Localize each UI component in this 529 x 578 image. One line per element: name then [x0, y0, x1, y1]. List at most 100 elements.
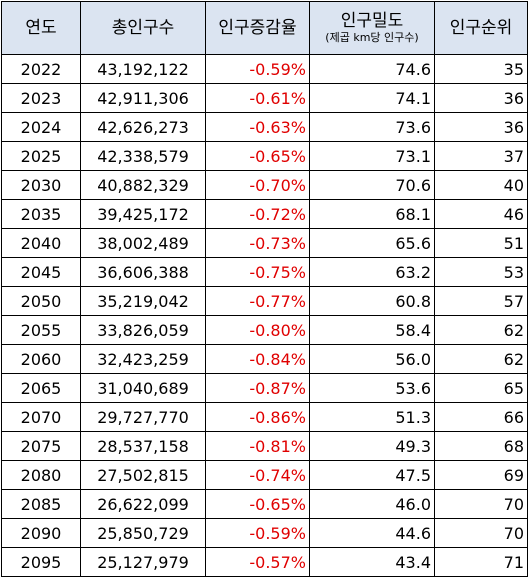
table-row: 2080 27,502,815 -0.74% 47.5 69: [1, 460, 528, 490]
density-cell: 43.4: [309, 547, 435, 577]
column-header-rank: 인구순위: [434, 1, 528, 55]
table-row: 2045 36,606,388 -0.75% 63.2 53: [1, 257, 528, 287]
density-cell: 73.6: [309, 112, 435, 142]
year-cell: 2065: [1, 373, 81, 403]
population-cell: 27,502,815: [80, 460, 206, 490]
year-cell: 2050: [1, 286, 81, 316]
population-cell: 28,537,158: [80, 431, 206, 461]
year-cell: 2055: [1, 315, 81, 345]
density-cell: 74.1: [309, 83, 435, 113]
density-cell: 47.5: [309, 460, 435, 490]
year-cell: 2075: [1, 431, 81, 461]
rate-cell: -0.75%: [205, 257, 310, 287]
rate-cell: -0.84%: [205, 344, 310, 374]
rate-cell: -0.77%: [205, 286, 310, 316]
population-cell: 42,911,306: [80, 83, 206, 113]
density-cell: 46.0: [309, 489, 435, 519]
table-row: 2090 25,850,729 -0.59% 44.6 70: [1, 518, 528, 548]
rank-cell: 46: [434, 199, 528, 229]
year-cell: 2045: [1, 257, 81, 287]
table-row: 2065 31,040,689 -0.87% 53.6 65: [1, 373, 528, 403]
rank-cell: 71: [434, 547, 528, 577]
year-cell: 2080: [1, 460, 81, 490]
population-cell: 25,127,979: [80, 547, 206, 577]
density-header-unit: (제곱 km당 인구수): [325, 31, 419, 44]
table-row: 2024 42,626,273 -0.63% 73.6 36: [1, 112, 528, 142]
rank-cell: 70: [434, 518, 528, 548]
rank-cell: 68: [434, 431, 528, 461]
population-cell: 42,626,273: [80, 112, 206, 142]
year-cell: 2085: [1, 489, 81, 519]
table-row: 2025 42,338,579 -0.65% 73.1 37: [1, 141, 528, 171]
rank-cell: 53: [434, 257, 528, 287]
rate-cell: -0.65%: [205, 489, 310, 519]
rate-cell: -0.59%: [205, 54, 310, 84]
rank-cell: 62: [434, 315, 528, 345]
rank-cell: 66: [434, 402, 528, 432]
population-cell: 43,192,122: [80, 54, 206, 84]
table-header: 연도 총인구수 인구증감율 인구밀도 (제곱 km당 인구수) 인구순위: [1, 1, 528, 55]
density-cell: 58.4: [309, 315, 435, 345]
rate-cell: -0.57%: [205, 547, 310, 577]
rank-cell: 62: [434, 344, 528, 374]
year-cell: 2040: [1, 228, 81, 258]
year-cell: 2090: [1, 518, 81, 548]
rate-cell: -0.63%: [205, 112, 310, 142]
year-cell: 2022: [1, 54, 81, 84]
population-cell: 40,882,329: [80, 170, 206, 200]
population-cell: 42,338,579: [80, 141, 206, 171]
density-cell: 73.1: [309, 141, 435, 171]
population-cell: 32,423,259: [80, 344, 206, 374]
density-cell: 68.1: [309, 199, 435, 229]
year-cell: 2030: [1, 170, 81, 200]
rate-cell: -0.65%: [205, 141, 310, 171]
rate-cell: -0.74%: [205, 460, 310, 490]
table-row: 2030 40,882,329 -0.70% 70.6 40: [1, 170, 528, 200]
rank-cell: 57: [434, 286, 528, 316]
population-cell: 26,622,099: [80, 489, 206, 519]
rank-cell: 69: [434, 460, 528, 490]
year-cell: 2025: [1, 141, 81, 171]
rate-cell: -0.59%: [205, 518, 310, 548]
rank-cell: 35: [434, 54, 528, 84]
year-cell: 2060: [1, 344, 81, 374]
population-cell: 29,727,770: [80, 402, 206, 432]
rank-cell: 65: [434, 373, 528, 403]
population-cell: 36,606,388: [80, 257, 206, 287]
population-cell: 25,850,729: [80, 518, 206, 548]
year-cell: 2070: [1, 402, 81, 432]
rank-cell: 36: [434, 83, 528, 113]
density-cell: 60.8: [309, 286, 435, 316]
column-header-population: 총인구수: [80, 1, 206, 55]
table-body: 2022 43,192,122 -0.59% 74.6 35 2023 42,911,306…: [1, 54, 528, 577]
rank-cell: 37: [434, 141, 528, 171]
table-row: 2035 39,425,172 -0.72% 68.1 46: [1, 199, 528, 229]
population-cell: 31,040,689: [80, 373, 206, 403]
density-cell: 63.2: [309, 257, 435, 287]
rate-cell: -0.81%: [205, 431, 310, 461]
rate-cell: -0.86%: [205, 402, 310, 432]
table-row: 2050 35,219,042 -0.77% 60.8 57: [1, 286, 528, 316]
column-header-rate: 인구증감율: [205, 1, 310, 55]
density-cell: 49.3: [309, 431, 435, 461]
table-row: 2060 32,423,259 -0.84% 56.0 62: [1, 344, 528, 374]
header-row: 연도 총인구수 인구증감율 인구밀도 (제곱 km당 인구수) 인구순위: [1, 1, 528, 55]
table-row: 2095 25,127,979 -0.57% 43.4 71: [1, 547, 528, 577]
table-row: 2075 28,537,158 -0.81% 49.3 68: [1, 431, 528, 461]
column-header-year: 연도: [1, 1, 81, 55]
density-cell: 56.0: [309, 344, 435, 374]
density-cell: 53.6: [309, 373, 435, 403]
year-cell: 2024: [1, 112, 81, 142]
density-cell: 44.6: [309, 518, 435, 548]
column-header-density: 인구밀도 (제곱 km당 인구수): [309, 1, 435, 55]
rank-cell: 51: [434, 228, 528, 258]
population-cell: 38,002,489: [80, 228, 206, 258]
rate-cell: -0.73%: [205, 228, 310, 258]
year-cell: 2023: [1, 83, 81, 113]
rate-cell: -0.80%: [205, 315, 310, 345]
density-cell: 74.6: [309, 54, 435, 84]
population-cell: 35,219,042: [80, 286, 206, 316]
rank-cell: 70: [434, 489, 528, 519]
